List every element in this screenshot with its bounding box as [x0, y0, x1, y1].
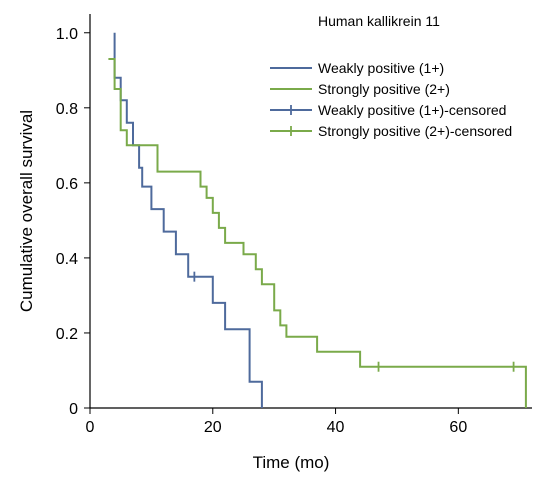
censor-marks — [193, 271, 515, 372]
legend-entry-label: Strongly positive (2+)-censored — [318, 123, 512, 139]
x-tick-label: 40 — [327, 419, 345, 436]
survival-curve-strongly-positive — [108, 58, 527, 408]
survival-curve-weakly-positive — [113, 32, 263, 408]
y-tick-label: 0.8 — [56, 101, 78, 118]
legend: Human kallikrein 11 Weakly positive (1+)… — [270, 13, 512, 139]
x-axis-label: Time (mo) — [253, 453, 330, 472]
legend-entry-label: Weakly positive (1+) — [318, 60, 444, 76]
y-tick-label: 1.0 — [56, 26, 78, 43]
x-tick-label: 0 — [86, 419, 95, 436]
y-ticks: 0 0.2 0.4 0.6 0.8 1.0 — [56, 26, 90, 418]
x-ticks: 0 20 40 60 — [86, 408, 467, 436]
legend-title: Human kallikrein 11 — [318, 13, 440, 29]
x-tick-label: 20 — [204, 419, 222, 436]
survival-curves — [108, 32, 527, 408]
axes — [89, 14, 532, 409]
y-axis-label: Cumulative overall survival — [17, 110, 36, 312]
legend-entry-label: Weakly positive (1+)-censored — [318, 102, 506, 118]
x-tick-label: 60 — [449, 419, 467, 436]
y-tick-label: 0.2 — [56, 326, 78, 343]
y-tick-label: 0 — [69, 401, 78, 418]
y-tick-label: 0.6 — [56, 176, 78, 193]
y-tick-label: 0.4 — [56, 251, 78, 268]
legend-entry-label: Strongly positive (2+) — [318, 81, 450, 97]
